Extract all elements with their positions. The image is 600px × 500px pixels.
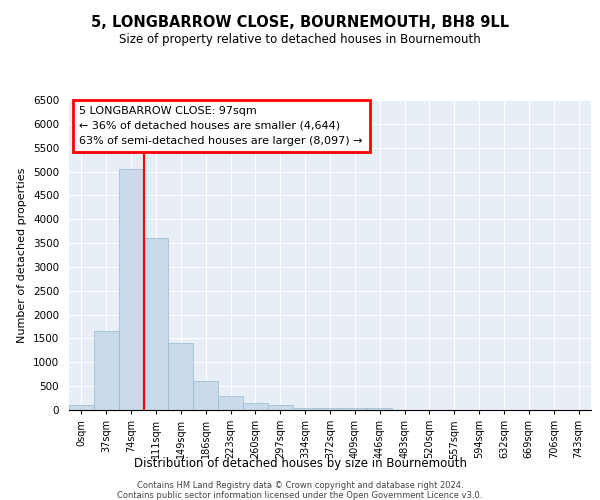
Bar [293, 408, 317, 410]
Bar [268, 405, 293, 410]
Text: Contains HM Land Registry data © Crown copyright and database right 2024.: Contains HM Land Registry data © Crown c… [137, 481, 463, 490]
Text: Size of property relative to detached houses in Bournemouth: Size of property relative to detached ho… [119, 32, 481, 46]
Bar [317, 408, 343, 410]
Text: Distribution of detached houses by size in Bournemouth: Distribution of detached houses by size … [133, 458, 467, 470]
Y-axis label: Number of detached properties: Number of detached properties [17, 168, 28, 342]
Bar [193, 382, 218, 410]
Bar [69, 405, 94, 410]
Bar [119, 169, 143, 410]
Bar [343, 408, 367, 410]
Bar [143, 238, 169, 410]
Bar [94, 332, 119, 410]
Bar [169, 343, 193, 410]
Text: 5, LONGBARROW CLOSE, BOURNEMOUTH, BH8 9LL: 5, LONGBARROW CLOSE, BOURNEMOUTH, BH8 9L… [91, 15, 509, 30]
Text: 5 LONGBARROW CLOSE: 97sqm
← 36% of detached houses are smaller (4,644)
63% of se: 5 LONGBARROW CLOSE: 97sqm ← 36% of detac… [79, 106, 363, 146]
Bar [218, 396, 243, 410]
Bar [243, 403, 268, 410]
Text: Contains public sector information licensed under the Open Government Licence v3: Contains public sector information licen… [118, 491, 482, 500]
Bar [367, 408, 392, 410]
